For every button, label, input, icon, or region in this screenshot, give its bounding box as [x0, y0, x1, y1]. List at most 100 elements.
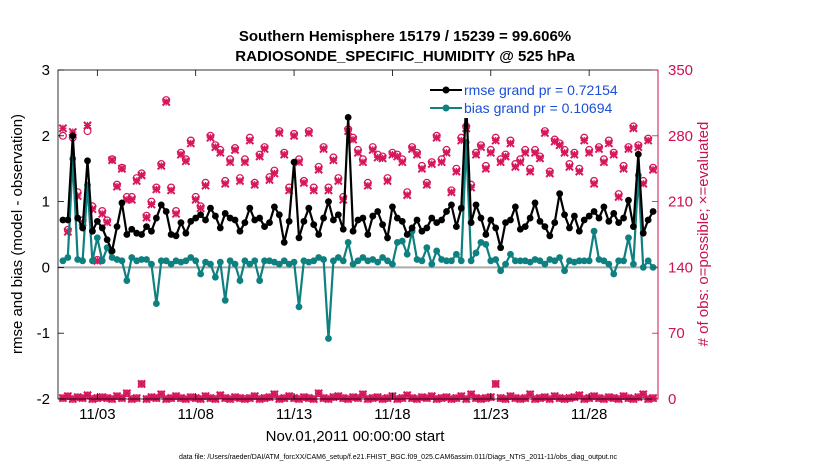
rmse-point: [246, 204, 254, 212]
obs-evaluated-marker: [447, 187, 456, 197]
obs-evaluated-marker: [442, 148, 451, 158]
bias-point: [472, 249, 480, 257]
bias-point: [310, 257, 318, 265]
rmse-point: [639, 229, 647, 237]
rmse-point: [570, 212, 578, 220]
rmse-point: [408, 224, 416, 232]
rmse-point: [482, 231, 490, 238]
series-lines: [59, 98, 657, 342]
obs-evaluated-marker: [604, 139, 614, 148]
obs-evaluated-marker: [191, 195, 201, 205]
bias-point: [389, 260, 396, 268]
obs-evaluated-marker: [334, 176, 343, 186]
rmse-point: [334, 211, 342, 219]
bias-point: [290, 258, 298, 266]
rmse-point: [580, 216, 588, 224]
rmse-point: [418, 227, 426, 235]
rmse-point: [452, 223, 460, 231]
obs-evaluated-marker: [481, 164, 491, 174]
rmse-point: [187, 217, 195, 225]
obs-evaluated-marker: [634, 142, 643, 152]
obs-evaluated-marker: [417, 164, 427, 174]
obs-count-markers: [58, 96, 658, 404]
bias-point: [359, 254, 367, 261]
bias-point: [541, 260, 549, 268]
obs-evaluated-marker: [260, 144, 269, 154]
bias-point: [448, 257, 455, 265]
bias-point: [330, 257, 337, 265]
obs-evaluated-marker: [275, 128, 284, 138]
rmse-point: [108, 247, 116, 255]
bias-point: [620, 257, 627, 265]
rmse-point: [379, 221, 386, 229]
footnote-data-file: data file: /Users/raeder/DAI/ATM_forcXX/…: [179, 454, 618, 461]
obs-evaluated-marker: [147, 200, 156, 209]
obs-evaluated-marker: [378, 154, 387, 163]
rmse-point: [620, 214, 627, 222]
rmse-point: [389, 203, 396, 211]
obs-evaluated-marker: [137, 170, 146, 180]
bias-point: [98, 257, 106, 265]
obs-evaluated-marker: [589, 179, 599, 189]
y-left-tick-label: 0: [42, 259, 50, 276]
rmse-point: [216, 224, 224, 232]
bias-point: [502, 260, 509, 268]
obs-evaluated-marker: [142, 213, 151, 222]
bias-point: [497, 267, 505, 275]
obs-evaluated-marker: [166, 186, 176, 195]
obs-evaluated-marker: [329, 155, 338, 165]
bias-point: [334, 254, 342, 261]
rmse-point: [413, 216, 421, 224]
bias-point: [295, 303, 303, 311]
y-left-tick-label: -1: [37, 325, 50, 342]
bias-point: [511, 257, 519, 265]
obs-evaluated-marker: [648, 165, 658, 174]
bias-point: [536, 257, 544, 265]
y-right-tick-label: 0: [668, 391, 676, 408]
rmse-point: [526, 214, 534, 222]
bias-point: [585, 257, 593, 265]
bias-point: [275, 260, 283, 268]
obs-evaluated-marker: [624, 144, 633, 154]
obs-evaluated-marker: [402, 190, 412, 200]
obs-evaluated-marker: [501, 152, 510, 161]
obs-evaluated-marker: [112, 182, 122, 191]
bias-point: [143, 256, 150, 263]
bias-point: [398, 237, 406, 245]
rmse-point: [202, 216, 209, 224]
rmse-point: [344, 113, 352, 121]
obs-evaluated-marker: [309, 186, 319, 195]
rmse-point: [492, 224, 500, 232]
rmse-point: [595, 214, 603, 222]
rmse-point: [644, 216, 652, 224]
bias-point: [516, 257, 524, 265]
bias-point: [625, 234, 632, 242]
obs-evaluated-marker: [250, 180, 260, 189]
rmse-point: [305, 204, 313, 212]
rmse-point: [511, 203, 519, 211]
obs-evaluated-marker: [186, 139, 196, 148]
bias-point: [428, 260, 436, 268]
y-right-tick-label: 140: [668, 259, 693, 276]
obs-evaluated-marker: [619, 164, 628, 174]
legend-rmse-label: rmse grand pr = 0.72154: [464, 82, 618, 98]
bias-point: [418, 257, 426, 265]
obs-evaluated-marker: [181, 156, 191, 166]
obs-evaluated-marker: [638, 179, 648, 189]
y-right-tick-label: 70: [668, 325, 685, 342]
obs-low-evaluated-marker: [491, 379, 501, 389]
y-left-tick-label: 3: [42, 62, 50, 79]
obs-evaluated-marker: [491, 136, 501, 145]
rmse-point: [600, 203, 608, 211]
obs-evaluated-marker: [161, 97, 171, 107]
obs-evaluated-marker: [245, 136, 255, 145]
rmse-point: [487, 216, 495, 224]
bias-point: [59, 257, 67, 265]
rmse-point: [157, 201, 165, 209]
chart-title-line1: Southern Hemisphere 15179 / 15239 = 99.6…: [239, 28, 571, 45]
bias-point: [339, 257, 347, 265]
obs-evaluated-marker: [196, 203, 205, 213]
obs-evaluated-marker: [255, 152, 264, 161]
bias-point: [644, 257, 652, 265]
obs-evaluated-marker: [594, 144, 604, 154]
